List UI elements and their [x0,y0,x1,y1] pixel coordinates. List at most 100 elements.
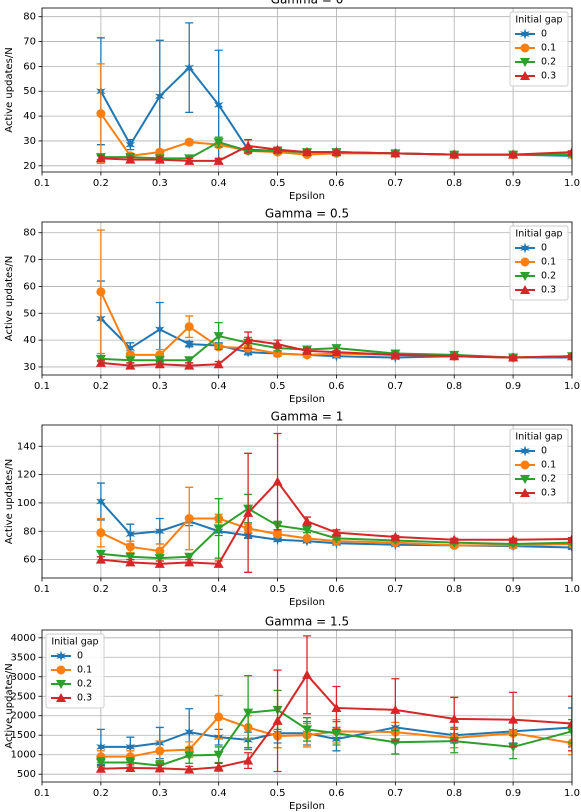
x-axis-label: Epsilon [289,191,325,202]
legend-marker [56,650,66,662]
marker [96,528,106,538]
legend-label: 0.2 [541,271,556,282]
marker [96,741,106,753]
marker [302,725,312,735]
marker [272,339,283,349]
marker [213,524,224,534]
marker [449,351,460,361]
legend-marker [520,71,530,80]
y-tick-label: 80 [23,12,36,23]
series-area [95,432,572,573]
legend-label: 0.1 [77,665,92,676]
marker [96,287,106,297]
y-tick-label: 2000 [11,711,36,722]
legend-label: 0 [77,651,83,662]
x-tick-label: 0.1 [34,178,50,189]
marker [125,557,136,567]
marker [302,533,312,543]
marker [567,718,572,728]
x-tick-label: 0.3 [152,584,168,595]
y-axis-label: Active updates/N [4,459,15,544]
marker [302,345,312,355]
marker [125,154,136,164]
x-tick-label: 0.3 [152,381,168,392]
y-axis-label: Active updates/N [4,47,15,132]
marker [331,347,342,357]
y-tick-label: 50 [23,308,36,319]
series-area [95,635,572,774]
marker [331,729,342,739]
legend-label: 0.2 [77,679,92,690]
chart-title: Gamma = 1.5 [265,615,349,629]
marker [213,558,224,568]
x-tick-label: 0.2 [93,178,109,189]
marker [95,357,106,367]
marker [155,546,165,556]
y-tick-label: 70 [23,255,36,266]
marker [213,750,224,760]
x-tick-label: 0.8 [446,584,462,595]
marker [508,352,519,362]
x-tick-label: 0.9 [505,584,521,595]
marker [567,147,572,157]
x-tick-label: 0.6 [328,381,344,392]
legend-marker [520,58,530,67]
x-tick-label: 0.4 [211,788,227,799]
x-tick-label: 0.8 [446,178,462,189]
y-tick-label: 60 [23,555,36,566]
legend-label: 0.1 [541,43,556,54]
legend-label: 0 [541,446,547,457]
legend-title: Initial gap [51,637,98,648]
marker [155,525,165,537]
axes-frame [41,7,573,173]
legend-marker [56,665,66,675]
legend-label: 0.3 [541,488,556,499]
marker [95,153,106,163]
legend-marker [520,28,530,40]
x-tick-label: 0.4 [211,381,227,392]
x-tick-label: 0.1 [34,381,50,392]
x-tick-label: 1.0 [564,584,580,595]
marker [184,751,195,761]
marker [213,762,224,772]
marker [154,763,165,773]
marker [272,715,283,725]
marker [508,534,519,544]
marker [331,702,342,712]
legend-marker [520,475,530,484]
axes-frame [41,221,573,376]
y-tick-label: 40 [23,335,36,346]
marker [243,755,254,765]
error-bar [568,718,572,744]
marker [449,534,460,544]
marker [449,713,460,723]
legend-label: 0.2 [541,57,556,68]
marker [213,99,224,111]
marker [154,558,165,568]
y-tick-label: 70 [23,37,36,48]
marker [184,726,194,738]
plot-area [95,635,572,774]
marker [125,741,136,753]
marker [155,90,165,102]
axes-frame [41,629,573,783]
marker [213,155,224,165]
legend-marker [520,272,530,281]
y-tick-label: 50 [23,86,36,97]
marker [96,109,106,119]
legend-marker [56,680,66,689]
marker [567,351,572,361]
legend-label: 0.1 [541,257,556,268]
chart-title: Gamma = 1 [271,410,344,424]
marker [184,557,195,567]
marker [273,529,283,539]
legend-marker [520,488,530,497]
marker [567,534,572,544]
marker [95,763,106,773]
legend-marker [520,43,530,53]
marker [125,139,136,151]
y-tick-label: 80 [23,228,36,239]
marker [154,359,165,369]
y-tick-label: 120 [17,470,36,481]
